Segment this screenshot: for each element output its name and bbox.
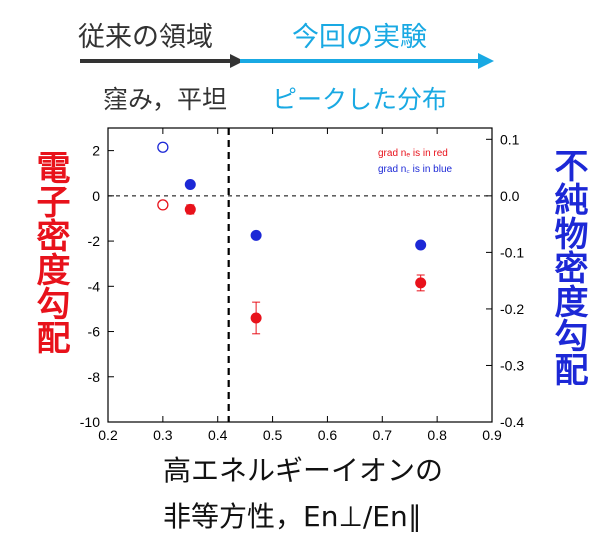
x-axis-label-line2: 非等方性，En⊥/En∥ — [163, 500, 422, 533]
y-left-tick-label: -8 — [88, 369, 101, 385]
y-right-tick-label: 0.0 — [500, 188, 520, 204]
y-right-tick-label: -0.3 — [500, 357, 524, 373]
y-right-tick-label: -0.1 — [500, 244, 524, 260]
arrow-cyan-head — [478, 53, 494, 69]
red-point-open — [157, 199, 169, 211]
y-axis-left-label: 電子密度勾配 — [30, 150, 70, 354]
x-tick-label: 0.6 — [318, 427, 338, 443]
blue-point — [250, 229, 262, 241]
x-tick-label: 0.7 — [373, 427, 393, 443]
y-axis-right-label: 不純物密度勾配 — [548, 148, 588, 386]
header-left-label: 従来の領域 — [78, 22, 213, 53]
legend-blue: grad n꜀ is in blue — [378, 164, 452, 175]
y-left-tick-label: 2 — [92, 143, 100, 159]
header-left-sublabel: 窪み，平坦 — [103, 85, 227, 114]
x-tick-label: 0.3 — [153, 427, 173, 443]
guide-lines — [108, 128, 492, 422]
header-right-label: 今回の実験 — [292, 22, 427, 53]
x-axis-label-line1: 高エネルギーイオンの — [163, 454, 443, 487]
y-right-tick-label: -0.2 — [500, 301, 524, 317]
y-left-tick-label: -2 — [88, 233, 101, 249]
plot-frame — [107, 127, 493, 423]
blue-point — [184, 179, 196, 191]
x-tick-label: 0.2 — [98, 427, 118, 443]
axis-ticks: 0.2 0.3 0.4 0.5 0.6 0.7 0.8 0.9 2 0 -2 -4 -6 -8 -10 0.1… — [80, 128, 524, 443]
y-left-tick-label: -10 — [80, 414, 100, 430]
x-tick-label: 0.5 — [263, 427, 283, 443]
red-point — [415, 277, 427, 289]
y-left-tick-label: 0 — [92, 188, 100, 204]
x-tick-label: 0.4 — [208, 427, 228, 443]
y-left-tick-label: -6 — [88, 324, 101, 340]
y-right-tick-label: -0.4 — [500, 414, 524, 430]
x-tick-label: 0.9 — [482, 427, 502, 443]
y-left-tick-label: -4 — [88, 278, 101, 294]
blue-point-open — [157, 141, 169, 153]
arrow-dark-head — [230, 54, 244, 68]
header: 従来の領域 今回の実験 窪み，平坦 ピークした分布 — [78, 22, 494, 114]
header-right-sublabel: ピークした分布 — [272, 85, 447, 114]
legend-red: grad nₑ is in red — [378, 148, 448, 159]
data-marks — [157, 141, 427, 335]
blue-point — [415, 239, 427, 251]
x-tick-label: 0.8 — [427, 427, 447, 443]
y-right-tick-label: 0.1 — [500, 131, 520, 147]
red-point — [250, 312, 262, 324]
red-point — [184, 203, 196, 215]
